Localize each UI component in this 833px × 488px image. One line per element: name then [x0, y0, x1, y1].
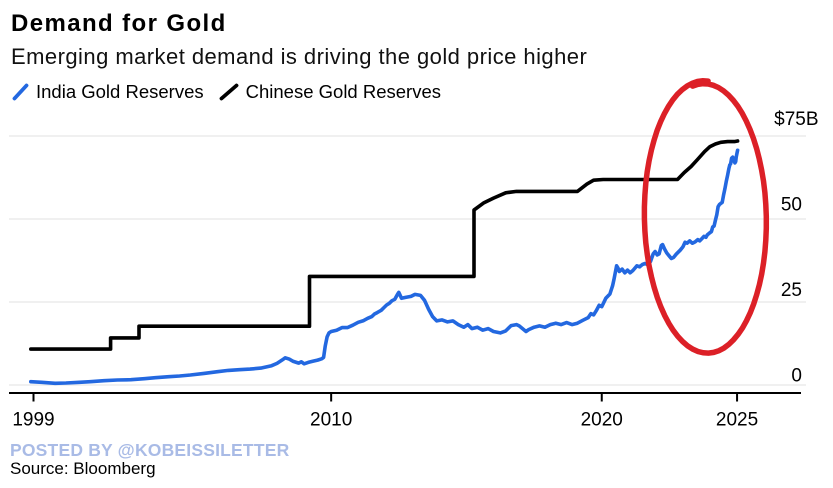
y-axis-label-75: $75B — [774, 109, 818, 130]
legend-item-india: India Gold Reserves — [12, 81, 204, 103]
india-slash-stroke — [12, 83, 29, 101]
x-axis-label-2010: 2010 — [310, 410, 352, 431]
posted-by-watermark: POSTED BY @KOBEISSILETTER — [10, 440, 290, 460]
legend-label-china: Chinese Gold Reserves — [245, 81, 441, 102]
x-axis-label-2025: 2025 — [716, 410, 758, 431]
series-line-india — [29, 148, 740, 386]
y-axis-label-25: 25 — [781, 280, 802, 301]
x-axis-label-2020: 2020 — [581, 410, 623, 431]
source-credit: Source: Bloomberg — [10, 459, 156, 478]
x-axis-label-1999: 1999 — [12, 410, 54, 431]
india-line-slash-icon — [12, 83, 29, 101]
china-slash-stroke — [219, 83, 239, 101]
series-line-china — [29, 139, 740, 351]
red-circle-annotation — [641, 78, 770, 356]
china-line-slash-icon — [219, 83, 239, 101]
chart-title: Demand for Gold — [11, 10, 227, 37]
legend-item-china: Chinese Gold Reserves — [219, 81, 441, 103]
legend: India Gold Reserves Chinese Gold Reserve… — [12, 81, 441, 103]
legend-label-india: India Gold Reserves — [36, 81, 204, 102]
y-axis-label-50: 50 — [781, 195, 802, 216]
chart-subtitle: Emerging market demand is driving the go… — [11, 44, 588, 69]
y-axis-label-0: 0 — [791, 366, 802, 387]
